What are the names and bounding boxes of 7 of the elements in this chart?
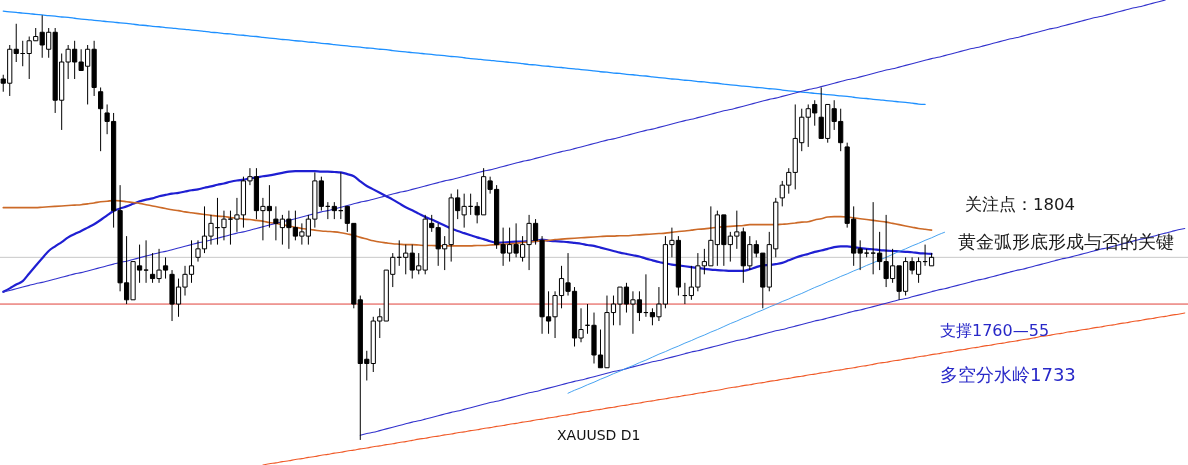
candlestick bbox=[98, 86, 104, 152]
candlestick bbox=[870, 201, 876, 275]
annotation: 支撑1760—55 bbox=[940, 321, 1050, 340]
candlestick bbox=[143, 239, 149, 284]
annotation: 关注点：1804 bbox=[965, 195, 1075, 214]
text: XAUUSD D1 bbox=[557, 427, 641, 443]
annotation: 多空分水岭1733 bbox=[940, 364, 1076, 385]
